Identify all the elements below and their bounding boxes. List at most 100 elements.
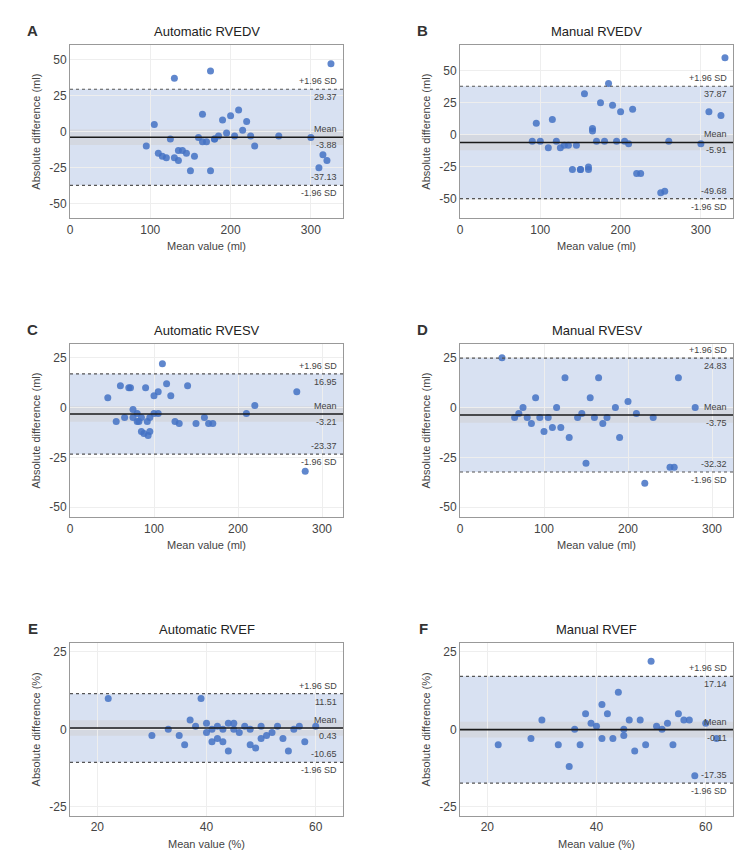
svg-text:25: 25 [443,351,457,365]
svg-text:0: 0 [67,223,74,237]
svg-text:-1.96 SD: -1.96 SD [691,475,727,485]
svg-text:17.14: 17.14 [704,679,727,689]
svg-text:50: 50 [53,53,67,67]
svg-text:-1.96 SD: -1.96 SD [301,765,337,775]
svg-text:Mean: Mean [314,401,337,411]
svg-text:-1.96 SD: -1.96 SD [691,786,727,796]
svg-text:Mean: Mean [704,717,727,727]
svg-text:Absolute difference (ml): Absolute difference (ml) [30,373,42,489]
svg-text:25: 25 [53,89,67,103]
svg-text:300: 300 [702,522,722,536]
svg-text:Mean value (ml): Mean value (ml) [557,539,636,551]
svg-text:-1.96 SD: -1.96 SD [691,202,727,212]
svg-text:-32.32: -32.32 [701,459,727,469]
svg-text:-25: -25 [439,800,457,814]
svg-text:-50: -50 [439,500,457,514]
svg-text:-25: -25 [49,161,67,175]
svg-text:E: E [28,620,38,637]
svg-text:Automatic RVEDV: Automatic RVEDV [154,24,260,39]
svg-text:Mean value (ml): Mean value (ml) [557,240,636,252]
svg-text:Mean: Mean [314,124,337,134]
svg-text:200: 200 [611,223,631,237]
svg-text:Absolute difference (%): Absolute difference (%) [30,672,42,786]
svg-text:25: 25 [53,645,67,659]
svg-text:-3.88: -3.88 [316,140,337,150]
svg-text:0: 0 [60,125,67,139]
svg-text:Mean value (%): Mean value (%) [168,838,245,850]
svg-text:F: F [419,620,428,637]
svg-text:20: 20 [481,820,495,834]
svg-text:-50: -50 [439,192,457,206]
svg-text:100: 100 [144,522,164,536]
svg-text:Absolute difference (ml): Absolute difference (ml) [420,74,432,190]
svg-text:25: 25 [53,351,67,365]
svg-text:-23.37: -23.37 [311,441,337,451]
svg-text:+1.96 SD: +1.96 SD [299,76,337,86]
svg-text:-1.96 SD: -1.96 SD [301,188,337,198]
svg-text:A: A [27,22,38,39]
svg-text:Mean: Mean [704,129,727,139]
svg-text:Mean value (ml): Mean value (ml) [167,539,246,551]
svg-text:0: 0 [457,223,464,237]
svg-text:Mean: Mean [314,715,337,725]
svg-text:0: 0 [457,522,464,536]
svg-text:300: 300 [691,223,711,237]
svg-text:-5.91: -5.91 [706,145,727,155]
svg-text:0: 0 [450,401,457,415]
svg-text:-50: -50 [49,197,67,211]
svg-text:Manual RVEF: Manual RVEF [556,622,637,637]
svg-text:0: 0 [450,128,457,142]
svg-text:+1.96 SD: +1.96 SD [299,681,337,691]
svg-text:200: 200 [228,522,248,536]
svg-text:100: 100 [140,223,160,237]
svg-text:D: D [417,321,428,338]
svg-text:-25: -25 [49,800,67,814]
svg-text:100: 100 [530,223,550,237]
svg-text:Automatic RVEF: Automatic RVEF [159,622,255,637]
svg-text:200: 200 [618,522,638,536]
svg-text:200: 200 [221,223,241,237]
svg-text:11.51: 11.51 [315,697,337,707]
svg-text:Absolute difference (ml): Absolute difference (ml) [420,373,432,489]
svg-text:-10.65: -10.65 [311,749,337,759]
svg-text:20: 20 [91,820,105,834]
svg-text:29.37: 29.37 [314,92,337,102]
svg-text:40: 40 [590,820,604,834]
svg-text:40: 40 [200,820,214,834]
svg-text:0: 0 [450,723,457,737]
svg-text:B: B [417,22,428,39]
svg-text:-25: -25 [439,451,457,465]
svg-text:C: C [27,321,38,338]
svg-text:Manual RVESV: Manual RVESV [552,323,642,338]
svg-text:100: 100 [534,522,554,536]
svg-text:-50: -50 [49,500,67,514]
svg-text:60: 60 [699,820,713,834]
svg-text:Absolute difference (%): Absolute difference (%) [420,672,432,786]
svg-text:+1.96 SD: +1.96 SD [689,345,727,355]
svg-text:0: 0 [67,522,74,536]
svg-text:-1.96 SD: -1.96 SD [301,457,337,467]
svg-text:-49.68: -49.68 [701,186,727,196]
svg-text:+1.96 SD: +1.96 SD [689,663,727,673]
svg-text:300: 300 [301,223,321,237]
svg-text:60: 60 [309,820,323,834]
svg-text:Manual RVEDV: Manual RVEDV [551,24,642,39]
svg-text:0: 0 [60,401,67,415]
svg-text:37.87: 37.87 [704,89,727,99]
svg-text:Mean: Mean [704,402,727,412]
svg-text:0.43: 0.43 [319,731,337,741]
svg-text:Absolute difference (ml): Absolute difference (ml) [30,74,42,190]
svg-text:0: 0 [60,723,67,737]
svg-text:-17.35: -17.35 [701,770,727,780]
svg-text:-3.21: -3.21 [316,417,337,427]
svg-text:25: 25 [443,645,457,659]
svg-text:-0.11: -0.11 [707,733,727,743]
svg-text:16.95: 16.95 [314,377,337,387]
svg-text:-25: -25 [439,160,457,174]
svg-text:+1.96 SD: +1.96 SD [689,73,727,83]
svg-text:25: 25 [443,96,457,110]
svg-text:Mean value (ml): Mean value (ml) [167,240,246,252]
svg-text:Automatic RVESV: Automatic RVESV [154,323,260,338]
svg-text:-25: -25 [49,451,67,465]
svg-text:300: 300 [312,522,332,536]
